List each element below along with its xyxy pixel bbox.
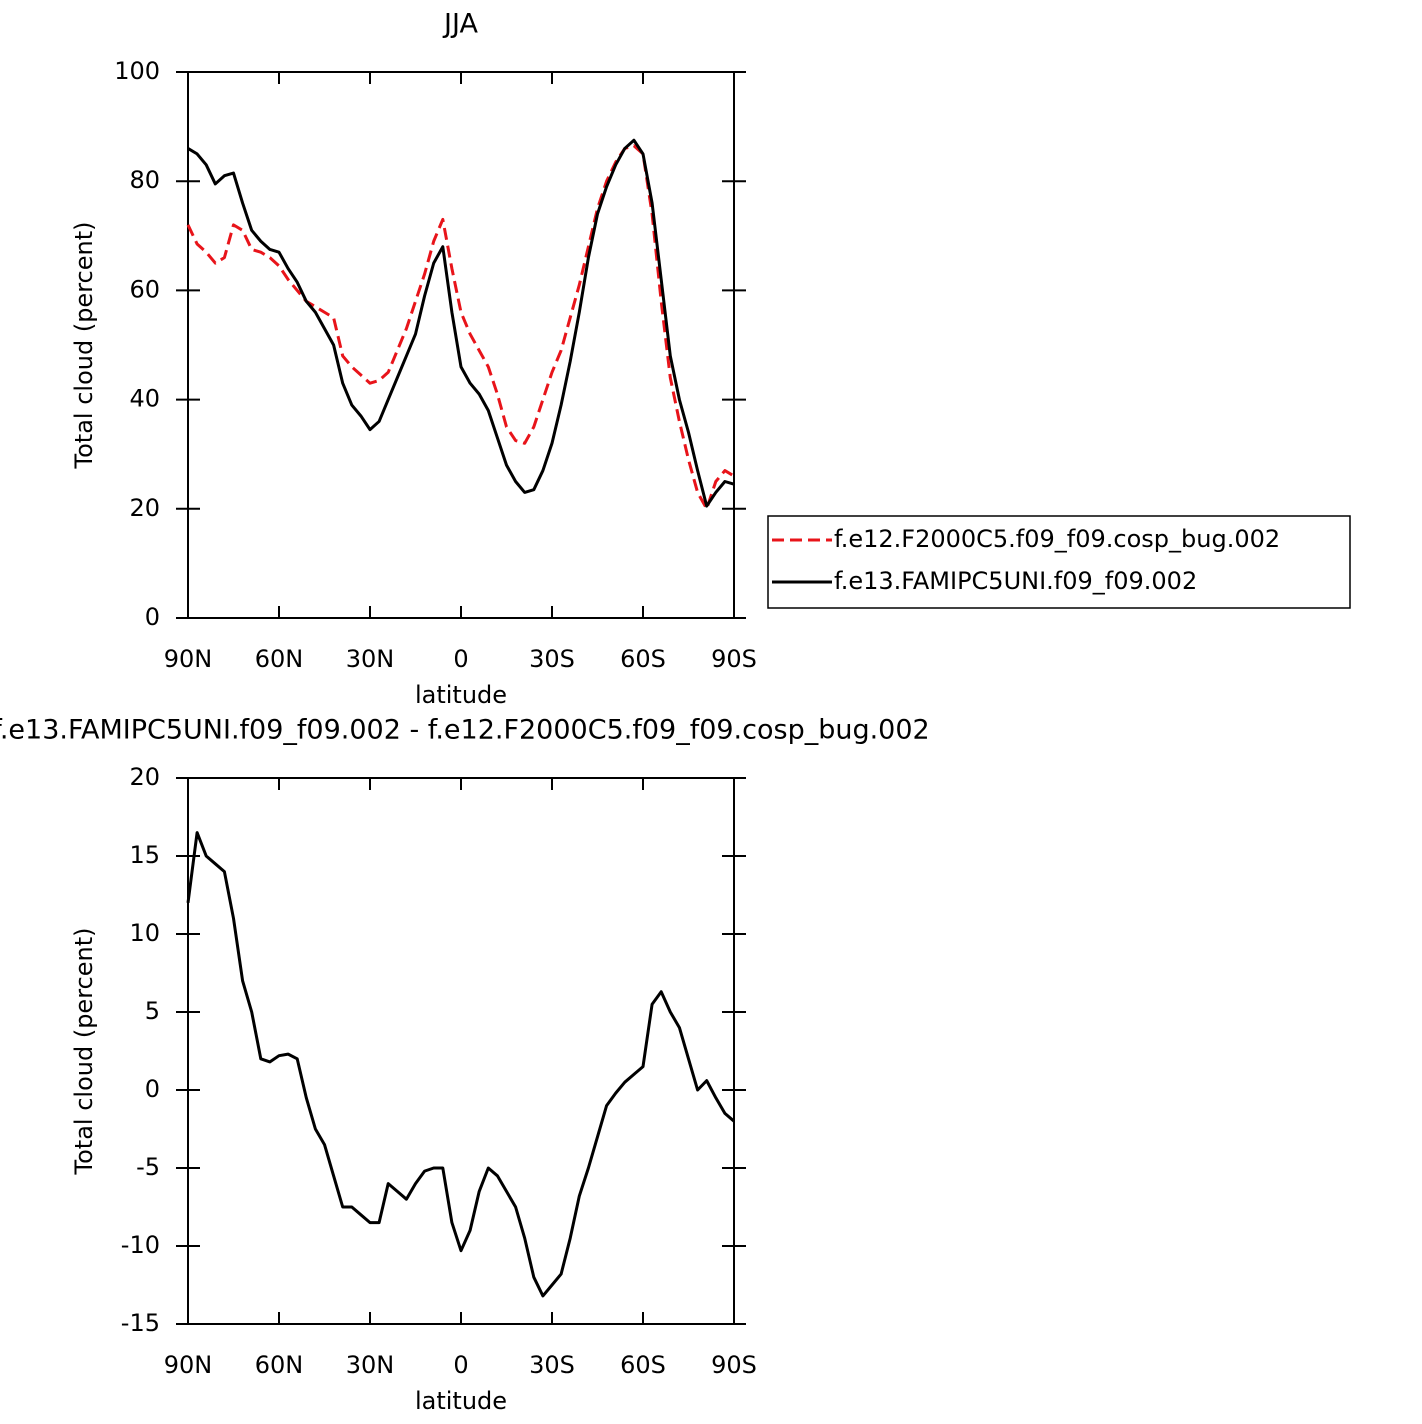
series-line <box>186 831 735 1298</box>
legend-label: f.e12.F2000C5.f09_f09.cosp_bug.002 <box>834 525 1280 553</box>
x-tick-label: 60N <box>255 1351 304 1379</box>
x-tick-label: 30N <box>346 1351 395 1379</box>
chart-title: f.e13.FAMIPC5UNI.f09_f09.002 - f.e12.F20… <box>0 715 930 746</box>
y-tick-label: 100 <box>114 57 160 85</box>
x-tick-label: 30S <box>529 645 575 673</box>
x-tick-label: 30S <box>529 1351 575 1379</box>
y-tick-label: 60 <box>129 275 160 303</box>
y-tick-label: 20 <box>129 763 160 791</box>
y-tick-label: 0 <box>145 603 160 631</box>
x-tick-label: 60S <box>620 645 666 673</box>
x-tick-label: 30N <box>346 645 395 673</box>
plot-frame <box>187 777 735 1325</box>
x-tick-label: 60N <box>255 645 304 673</box>
x-tick-label: 90S <box>711 1351 757 1379</box>
x-tick-label: 90S <box>711 645 757 673</box>
y-tick-label: 10 <box>129 919 160 947</box>
x-axis-label: latitude <box>415 1387 507 1415</box>
y-axis-label: Total cloud (percent) <box>70 222 98 470</box>
y-tick-label: -10 <box>121 1231 160 1259</box>
y-tick-label: 15 <box>129 841 160 869</box>
x-tick-label: 90N <box>164 645 213 673</box>
x-tick-label: 90N <box>164 1351 213 1379</box>
series-line <box>187 138 735 508</box>
y-tick-label: 80 <box>129 166 160 194</box>
chart-title: JJA <box>442 9 478 40</box>
x-axis-label: latitude <box>415 681 507 709</box>
y-tick-label: 20 <box>129 494 160 522</box>
y-tick-label: -5 <box>136 1153 160 1181</box>
x-tick-label: 60S <box>620 1351 666 1379</box>
plot-frame <box>187 71 735 619</box>
legend-label: f.e13.FAMIPC5UNI.f09_f09.002 <box>834 567 1197 595</box>
y-tick-label: 5 <box>145 997 160 1025</box>
y-axis-label: Total cloud (percent) <box>70 928 98 1176</box>
y-tick-label: 40 <box>129 385 160 413</box>
y-tick-label: 0 <box>145 1075 160 1103</box>
x-tick-label: 0 <box>453 645 468 673</box>
y-tick-label: -15 <box>121 1309 160 1337</box>
x-tick-label: 0 <box>453 1351 468 1379</box>
legend-box <box>767 515 1351 609</box>
